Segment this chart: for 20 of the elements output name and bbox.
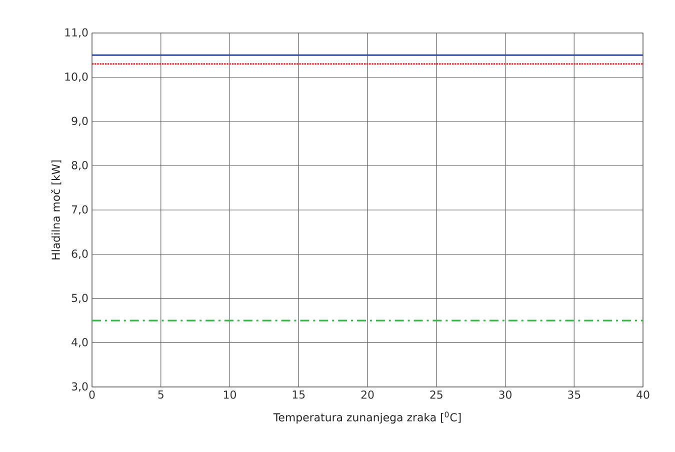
x-tick-label: 0 <box>89 390 95 399</box>
y-tick-label: 6,0 <box>72 250 88 259</box>
x-tick-label: 35 <box>568 390 580 399</box>
y-tick-label: 7,0 <box>72 205 88 215</box>
x-tick-label: 10 <box>224 390 236 399</box>
y-tick-label: 8,0 <box>72 161 88 170</box>
x-tick-label: 5 <box>158 390 164 399</box>
y-tick-label: 9,0 <box>72 116 88 126</box>
y-axis-title: Hladilna moč [kW] <box>51 160 62 260</box>
y-tick-label: 4,0 <box>72 338 88 348</box>
x-axis-title: Temperatura zunanjega zraka [$^{0}$C] <box>273 412 461 424</box>
x-tick-label: 15 <box>292 390 305 399</box>
x-tick-label: 40 <box>636 390 650 399</box>
y-tick-label: 10,0 <box>65 72 88 82</box>
x-tick-label: 25 <box>430 390 442 399</box>
x-tick-label: 20 <box>361 390 374 399</box>
y-tick-label: 11,0 <box>65 28 88 38</box>
y-tick-label: 3,0 <box>72 382 88 392</box>
y-tick-label: 5,0 <box>72 294 88 304</box>
x-tick-label: 30 <box>499 390 512 399</box>
